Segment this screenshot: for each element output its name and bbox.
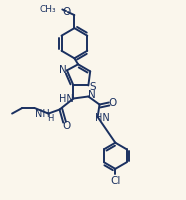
Text: N: N: [88, 90, 96, 100]
Text: CH₃: CH₃: [39, 5, 56, 13]
Text: S: S: [89, 82, 96, 92]
Text: NH: NH: [35, 108, 50, 118]
Text: O: O: [62, 7, 70, 17]
Text: HN: HN: [95, 113, 110, 123]
Text: Cl: Cl: [110, 175, 121, 185]
Text: H: H: [47, 114, 53, 123]
Text: O: O: [62, 120, 70, 130]
Text: O: O: [108, 97, 116, 107]
Text: N: N: [59, 65, 67, 75]
Text: HN: HN: [59, 94, 74, 104]
